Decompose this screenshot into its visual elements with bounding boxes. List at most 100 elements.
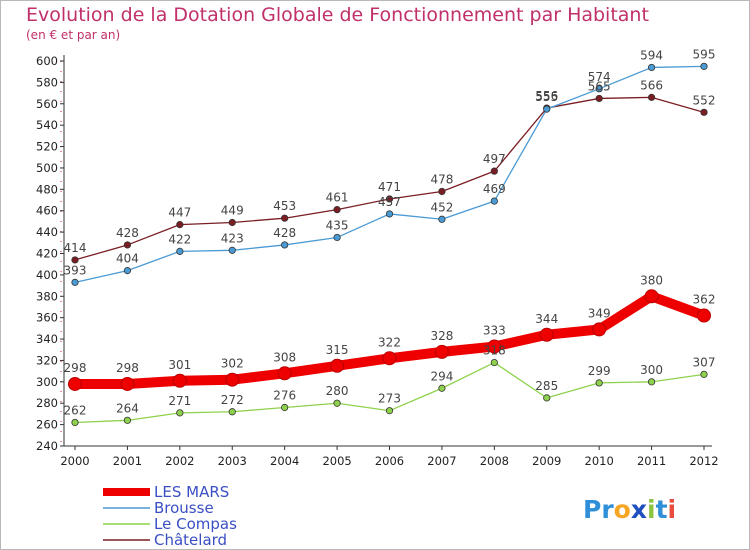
y-tick-label: 400 [36, 268, 58, 282]
y-tick-label: 540 [36, 118, 58, 132]
y-tick-label: 380 [36, 289, 58, 303]
legend-label-le-compas: Le Compas [154, 515, 237, 533]
y-tick-label: 560 [36, 97, 58, 111]
data-label-brousse: 423 [221, 231, 244, 245]
chart-subtitle: (en € et par an) [26, 28, 121, 42]
data-point-le-compas [700, 370, 708, 378]
data-label-les-mars: 362 [693, 293, 716, 307]
data-labels: 414 428 447 449 453 461 471 478 497 556 565 566 552 3… [64, 47, 716, 417]
logo-letter: i [668, 495, 677, 524]
data-point-chatelard [71, 256, 79, 264]
data-label-le-compas: 280 [326, 384, 349, 398]
data-point-brousse [438, 215, 446, 223]
data-label-brousse: 452 [430, 200, 453, 214]
data-label-les-mars: 333 [483, 324, 506, 338]
data-point-les-mars [68, 376, 82, 391]
data-point-les-mars [277, 366, 292, 381]
data-label-les-mars: 302 [221, 357, 244, 371]
x-tick-label: 2001 [113, 454, 142, 468]
data-point-brousse [71, 278, 79, 286]
data-label-brousse: 422 [168, 232, 191, 246]
logo-letter: P [583, 495, 601, 524]
data-label-les-mars: 328 [430, 329, 453, 343]
data-point-les-mars [487, 339, 502, 354]
logo-text: Proxiti [583, 495, 676, 524]
data-point-chatelard [595, 94, 603, 103]
data-label-les-mars: 298 [116, 361, 139, 375]
data-point-les-mars [382, 351, 397, 366]
data-point-le-compas [228, 408, 236, 416]
y-tick-label: 280 [36, 396, 58, 410]
data-label-les-mars: 322 [378, 335, 401, 349]
data-label-brousse: 393 [64, 263, 87, 277]
data-point-brousse [647, 63, 656, 72]
data-label-chatelard: 453 [273, 199, 296, 213]
data-point-chatelard [228, 218, 236, 227]
data-label-chatelard: 497 [483, 152, 506, 166]
data-point-chatelard [385, 195, 394, 203]
data-label-brousse: 469 [483, 182, 506, 196]
x-tick-label: 2008 [480, 454, 509, 468]
data-point-le-compas [333, 399, 341, 407]
y-tick-label: 440 [36, 225, 58, 239]
x-tick-label: 2007 [427, 454, 456, 468]
data-label-les-mars: 344 [535, 312, 558, 326]
y-tick-label: 320 [36, 353, 58, 367]
data-label-brousse: 404 [116, 252, 139, 266]
y-tick-label: 520 [36, 140, 58, 154]
data-point-chatelard [490, 167, 498, 175]
data-point-chatelard [700, 108, 708, 116]
x-tick-label: 2009 [532, 454, 561, 468]
data-point-les-mars [592, 322, 607, 337]
data-point-chatelard [333, 206, 341, 214]
y-tick-label: 340 [36, 332, 58, 346]
legend-label-les-mars: LES MARS [154, 483, 229, 501]
data-label-le-compas: 285 [535, 379, 558, 393]
data-label-chatelard: 449 [221, 203, 244, 217]
data-point-chatelard [647, 93, 656, 101]
data-label-chatelard: 471 [378, 180, 401, 194]
legend-label-chatelard: Châtelard [154, 531, 227, 549]
data-point-les-mars [225, 372, 240, 387]
data-point-les-mars [172, 373, 187, 388]
series-layer [68, 62, 711, 427]
y-tick-label: 260 [36, 418, 58, 432]
data-point-le-compas [123, 416, 132, 424]
data-label-chatelard: 478 [430, 172, 453, 186]
data-label-les-mars: 301 [168, 358, 191, 372]
data-point-brousse [385, 210, 394, 218]
data-label-le-compas: 276 [273, 389, 296, 403]
data-label-brousse: 435 [326, 218, 349, 232]
data-label-le-compas: 294 [430, 369, 453, 383]
data-point-le-compas [71, 418, 79, 427]
data-label-brousse: 594 [640, 48, 663, 62]
data-point-brousse [700, 62, 708, 70]
data-label-les-mars: 315 [326, 343, 349, 357]
data-label-chatelard: 428 [116, 226, 139, 240]
x-tick-label: 2004 [270, 454, 299, 468]
y-tick-label: 460 [36, 204, 58, 218]
data-point-brousse [176, 247, 184, 255]
data-point-le-compas [543, 394, 551, 402]
y-tick-label: 580 [36, 75, 58, 89]
data-label-chatelard: 461 [326, 191, 349, 205]
x-tick-label: 2000 [60, 454, 89, 468]
data-label-brousse: 428 [273, 226, 296, 240]
data-point-le-compas [647, 378, 656, 386]
proxiti-logo: Proxiti [583, 495, 676, 524]
y-tick-label: 240 [36, 439, 58, 453]
x-tick-label: 2005 [322, 454, 351, 468]
data-point-brousse [228, 246, 236, 254]
chart-title: Evolution de la Dotation Globale de Fonc… [26, 4, 649, 26]
logo-letter: i [647, 495, 656, 524]
data-label-brousse: 574 [588, 70, 611, 84]
data-point-brousse [333, 233, 341, 242]
data-label-le-compas: 273 [378, 392, 401, 406]
y-tick-label: 420 [36, 247, 58, 261]
data-point-brousse [543, 105, 551, 113]
data-point-les-mars [120, 376, 135, 391]
data-label-chatelard: 447 [168, 206, 191, 220]
x-tick-label: 2011 [637, 454, 666, 468]
x-tick-label: 2010 [585, 454, 614, 468]
data-point-les-mars [697, 308, 711, 323]
